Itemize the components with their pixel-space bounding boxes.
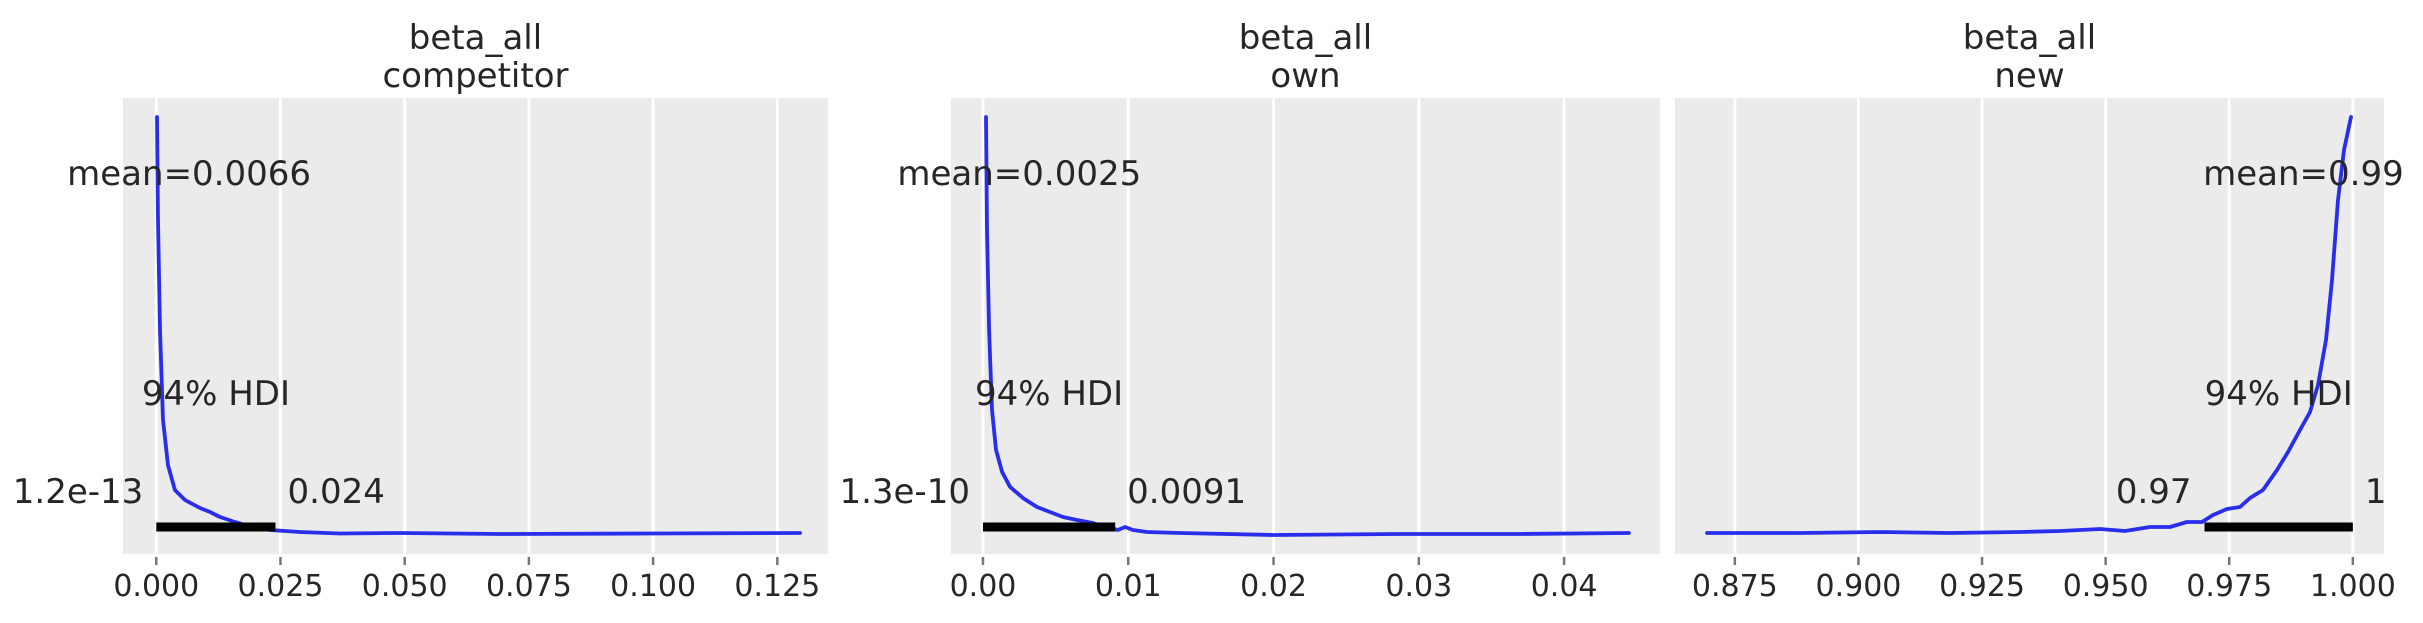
- density-plot-canvas: 0.000 0.025 0.050 0.075 0.100 0.125 mean=0.006…: [13, 98, 828, 604]
- x-tick-label: 0.975: [2186, 569, 2272, 604]
- plot-background: [1675, 98, 2384, 554]
- density-plot-canvas: 0.00 0.01 0.02 0.03 0.04 mean=0.0025 94% HDI 1.…: [839, 98, 1660, 604]
- hdi-probability-label: 94% HDI: [975, 374, 1123, 414]
- x-tick-label: 0.04: [1531, 569, 1598, 604]
- hdi-upper-label: 1: [2365, 472, 2387, 512]
- title-category: competitor: [382, 56, 569, 96]
- x-tick-label: 0.03: [1385, 569, 1452, 604]
- hdi-upper-label: 0.024: [288, 472, 385, 512]
- subplot-title: beta_all own: [911, 19, 1700, 95]
- subplot-title: beta_all competitor: [83, 19, 868, 95]
- plot-background: [951, 98, 1660, 554]
- hdi-lower-label: 1.2e-13: [13, 472, 144, 512]
- plot-background: [123, 98, 828, 554]
- hdi-lower-label: 1.3e-10: [839, 472, 970, 512]
- mean-label: mean=0.99: [2203, 154, 2404, 194]
- title-category: own: [1270, 56, 1341, 96]
- x-tick-label: 0.950: [2063, 569, 2149, 604]
- subplot-title: beta_all new: [1635, 19, 2423, 95]
- x-tick-label: 0.075: [486, 569, 572, 604]
- density-curve: [1705, 115, 2353, 535]
- x-tick-label: 0.900: [1815, 569, 1901, 604]
- x-tick-label: 1.000: [2310, 569, 2396, 604]
- title-parameter: beta_all: [1238, 18, 1373, 58]
- mean-label: mean=0.0025: [897, 154, 1141, 194]
- density-plot-canvas: 0.875 0.900 0.925 0.950 0.975 1.000 mean=0.99 9…: [1675, 98, 2404, 604]
- hdi-lower-label: 0.97: [2116, 472, 2192, 512]
- title-parameter: beta_all: [408, 18, 543, 58]
- subplot-beta-all-new: beta_all new 0.875 0.900 0.925 0.950 0.975 1.…: [1675, 0, 2404, 623]
- x-tick-label: 0.925: [1939, 569, 2025, 604]
- hdi-upper-label: 0.0091: [1127, 472, 1246, 512]
- density-curve: [984, 115, 1631, 537]
- x-tick-label: 0.000: [113, 569, 199, 604]
- subplot-beta-all-competitor: beta_all competitor 0.000 0.025 0.050 0.075…: [13, 0, 828, 623]
- x-tick-label: 0.00: [950, 569, 1017, 604]
- x-tick-label: 0.050: [362, 569, 448, 604]
- title-category: new: [1994, 56, 2065, 96]
- x-tick-label: 0.02: [1240, 569, 1307, 604]
- mean-label: mean=0.0066: [67, 154, 311, 194]
- x-tick-label: 0.125: [734, 569, 820, 604]
- title-parameter: beta_all: [1962, 18, 2097, 58]
- x-tick-label: 0.100: [610, 569, 696, 604]
- x-tick-label: 0.875: [1692, 569, 1778, 604]
- x-tick-label: 0.025: [238, 569, 324, 604]
- hdi-probability-label: 94% HDI: [142, 374, 290, 414]
- density-curve: [155, 115, 802, 536]
- hdi-probability-label: 94% HDI: [2205, 374, 2353, 414]
- x-tick-label: 0.01: [1095, 569, 1162, 604]
- subplot-beta-all-own: beta_all own 0.00 0.01 0.02 0.03 0.04 mean=0.…: [839, 0, 1660, 623]
